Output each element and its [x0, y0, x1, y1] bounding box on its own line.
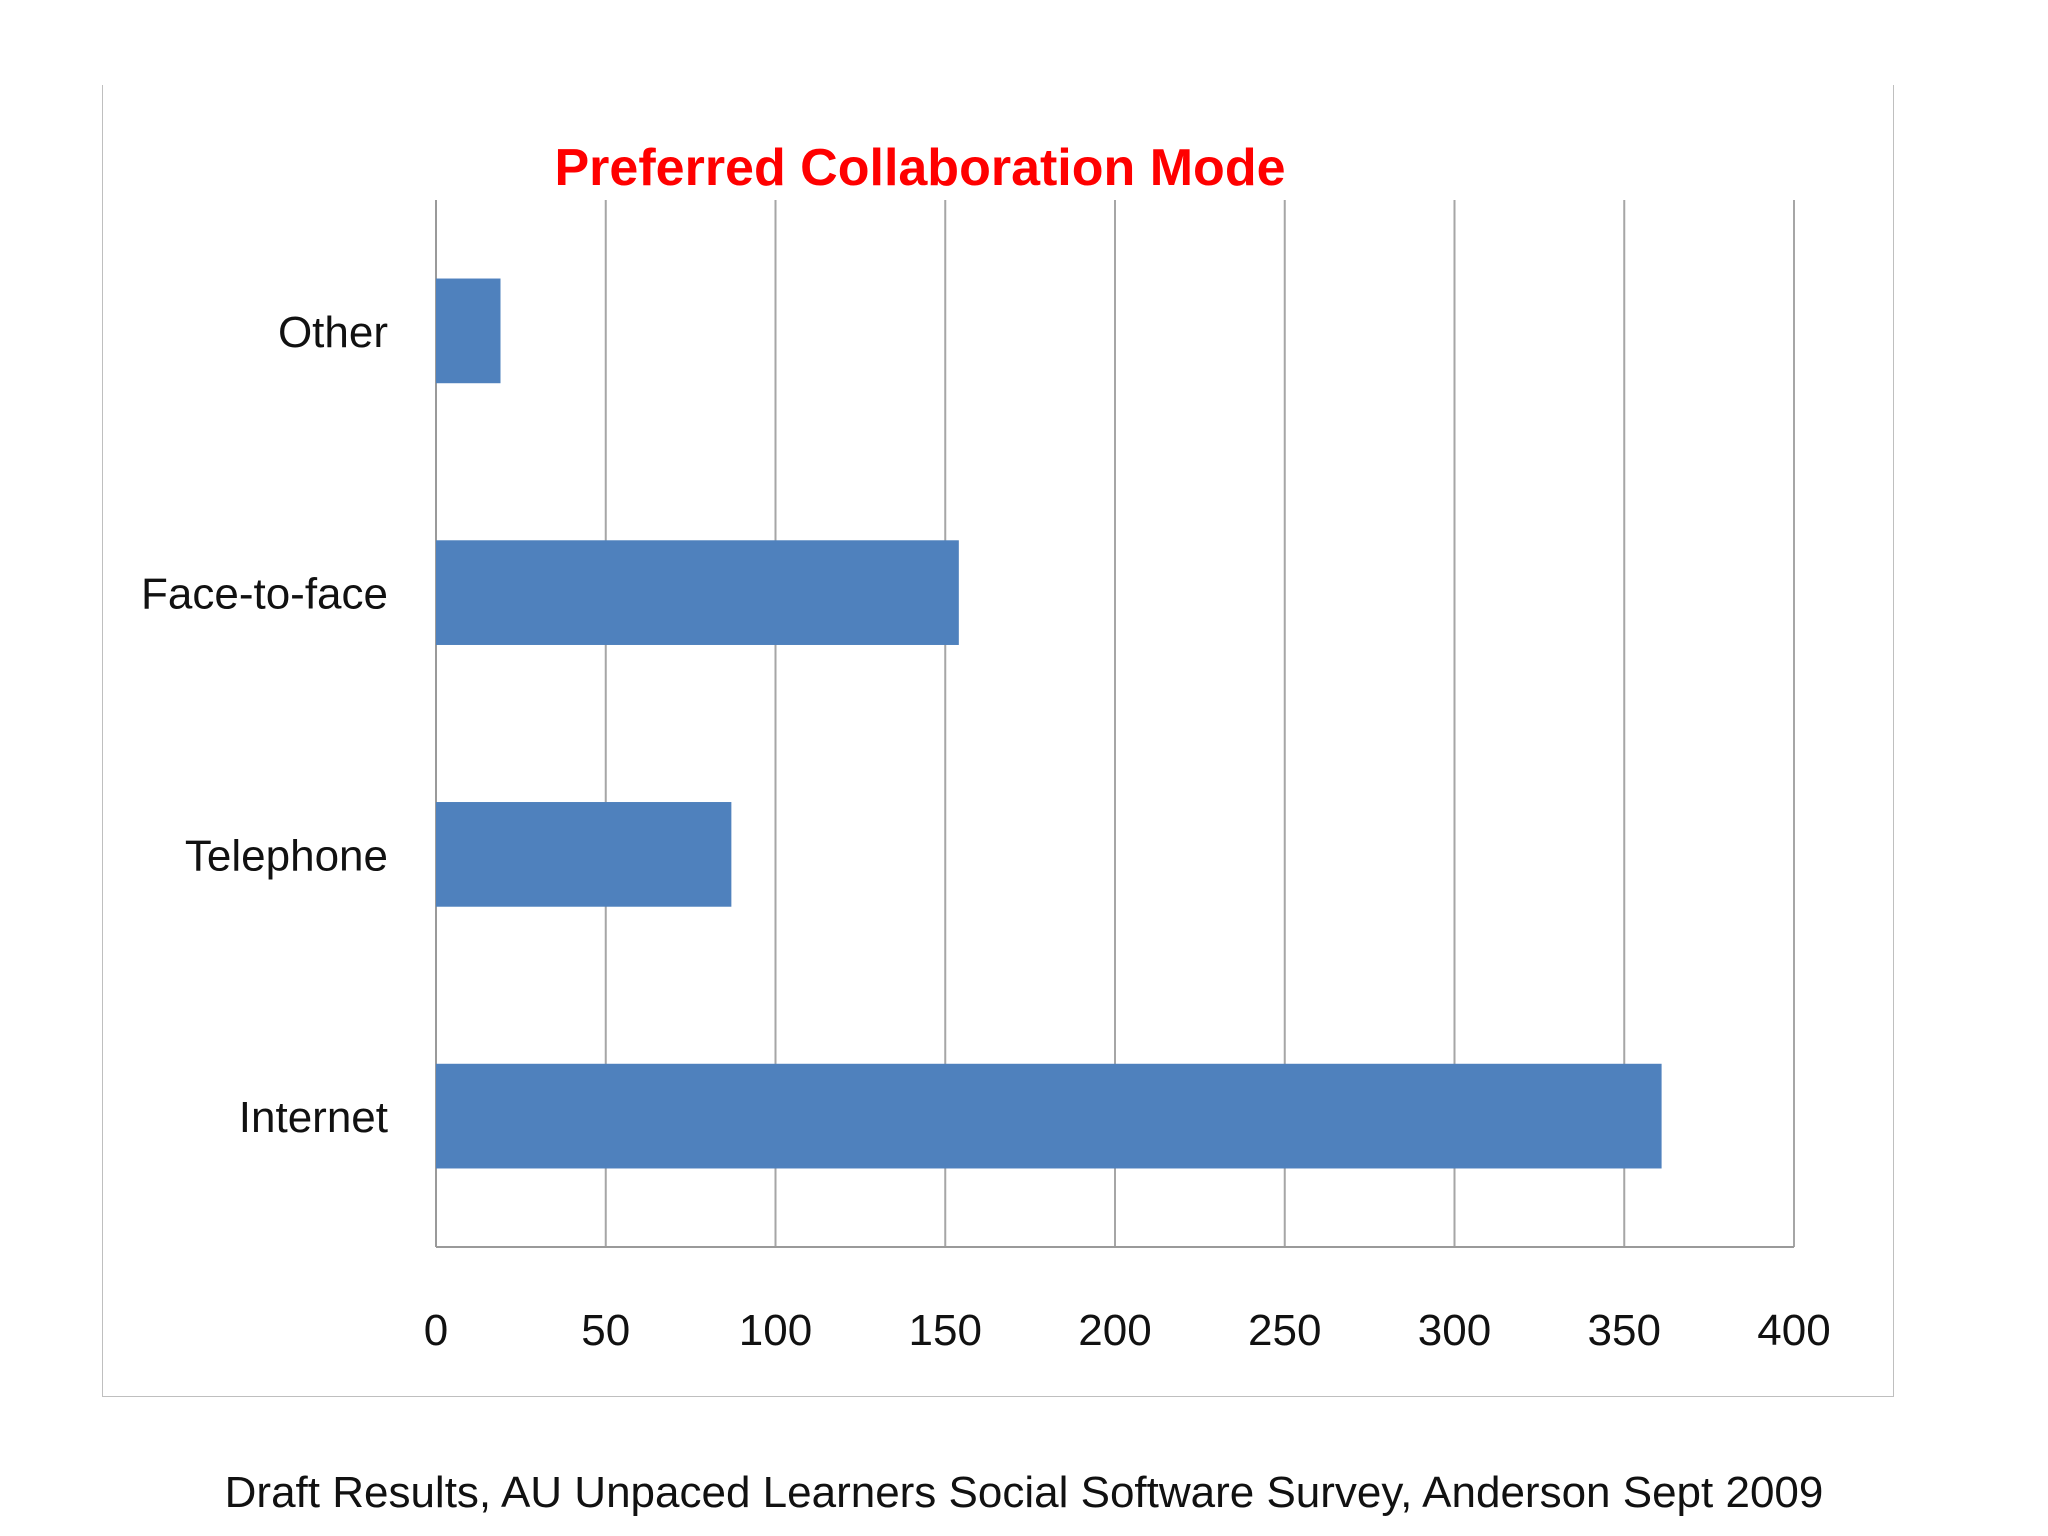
bars [436, 278, 1662, 1169]
category-label-internet: Internet [239, 1093, 388, 1142]
x-tick-label-400: 400 [1757, 1306, 1830, 1355]
category-labels: Internet Telephone Face-to-face Other [141, 308, 388, 1142]
bar-telephone [436, 802, 732, 907]
category-label-other: Other [278, 308, 388, 357]
category-label-telephone: Telephone [185, 831, 388, 880]
x-tick-label-350: 350 [1588, 1306, 1661, 1355]
bar-face-to-face [436, 540, 959, 645]
x-tick-labels: 0 50 100 150 200 250 300 350 400 [424, 1306, 1831, 1355]
chart-caption: Draft Results, AU Unpaced Learners Socia… [224, 1468, 1824, 1517]
x-tick-label-150: 150 [909, 1306, 982, 1355]
x-tick-label-0: 0 [424, 1306, 448, 1355]
x-tick-label-250: 250 [1248, 1306, 1321, 1355]
x-tick-label-200: 200 [1078, 1306, 1151, 1355]
chart-frame [102, 85, 1894, 1397]
bar-internet [436, 1063, 1662, 1169]
x-tick-label-100: 100 [739, 1306, 812, 1355]
chart-title: Preferred Collaboration Mode [555, 139, 1286, 197]
category-label-face-to-face: Face-to-face [141, 570, 388, 619]
bar-chart: Preferred Collaboration Mode Internet Tel… [141, 139, 1831, 1355]
bar-other [436, 278, 501, 384]
x-tick-label-50: 50 [581, 1306, 630, 1355]
x-tick-label-300: 300 [1418, 1306, 1491, 1355]
